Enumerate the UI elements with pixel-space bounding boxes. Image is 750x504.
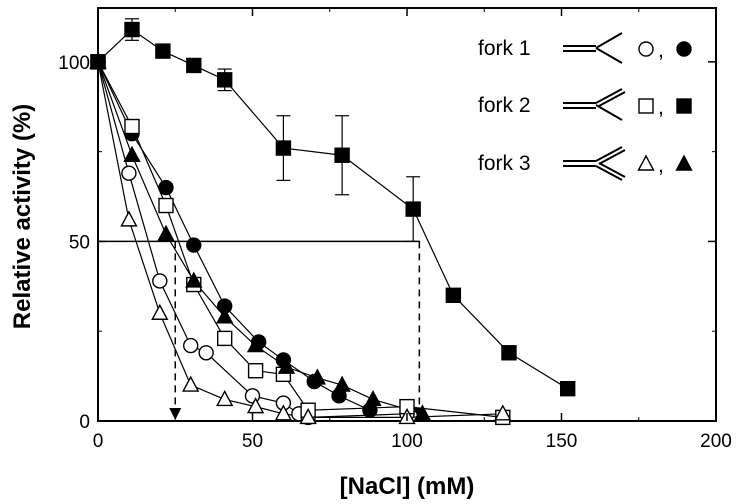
point-square-filled — [334, 147, 350, 163]
x-tick-label: 100 — [391, 431, 423, 452]
point-square-filled — [124, 21, 140, 38]
fork-arm-lower — [595, 47, 623, 64]
point-triangle-open — [151, 303, 169, 320]
point-triangle-filled — [277, 357, 296, 374]
legend-separator: , — [658, 39, 664, 62]
point-circle-open — [182, 337, 199, 354]
point-circle-filled — [158, 179, 174, 196]
point-circle-open — [198, 345, 214, 361]
point-triangle-filled — [308, 368, 327, 385]
point-square-open — [638, 98, 654, 114]
x-tick-label: 200 — [700, 431, 732, 452]
legend-label: fork 2 — [478, 94, 531, 117]
series-line — [97, 61, 503, 419]
point-circle-filled — [186, 237, 202, 253]
x-axis-title: [NaCl] (mM) — [340, 473, 475, 500]
fork-2-icon — [563, 88, 626, 121]
x-tick-label: 150 — [546, 431, 578, 452]
point-triangle-filled — [364, 389, 382, 407]
point-triangle-filled — [123, 145, 141, 162]
fork-arm-lower — [595, 165, 623, 181]
point-triangle-filled — [216, 307, 234, 324]
point-square-open — [216, 330, 233, 347]
point-triangle-open — [216, 389, 234, 407]
point-triangle-filled — [413, 404, 432, 421]
x-tick-label: 50 — [242, 431, 263, 452]
point-square-filled — [275, 140, 292, 156]
x-tick-label: 0 — [93, 431, 104, 452]
fork-1-icon — [563, 32, 623, 64]
point-circle-open — [152, 273, 168, 289]
point-square-filled — [501, 345, 517, 361]
legend-separator: , — [658, 96, 664, 119]
point-square-filled — [216, 72, 233, 88]
series-line — [97, 61, 423, 415]
point-square-filled — [155, 43, 171, 59]
point-triangle-filled — [246, 336, 265, 353]
point-circle-open — [121, 165, 137, 181]
legend-separator: , — [658, 154, 664, 177]
point-triangle-filled — [333, 375, 351, 392]
point-square-open — [124, 118, 140, 135]
series-line — [97, 61, 371, 411]
fork-arm-upper — [598, 149, 626, 165]
fork-arm-upper — [595, 32, 623, 49]
point-triangle-filled — [157, 224, 175, 241]
point-triangle-filled — [185, 271, 203, 288]
y-tick-label: 100 — [58, 53, 90, 74]
point-square-filled — [445, 287, 462, 304]
point-triangle-open — [299, 407, 317, 425]
point-square-filled — [559, 380, 576, 397]
y-tick-label: 50 — [69, 232, 90, 253]
point-triangle-open — [120, 210, 138, 227]
point-triangle-open — [494, 404, 512, 421]
y-tick-label: 0 — [79, 412, 90, 433]
point-triangle-open — [182, 375, 200, 392]
point-circle-filled — [676, 41, 692, 57]
point-square-filled — [186, 57, 202, 74]
fork-arm-lower — [598, 162, 626, 178]
point-square-filled — [405, 201, 421, 217]
point-circle-open — [638, 41, 654, 57]
legend-label: fork 1 — [478, 37, 531, 60]
point-triangle-filled — [89, 52, 107, 69]
fork-arm-upper — [595, 88, 623, 104]
point-triangle-open — [637, 154, 655, 171]
arrow-head — [169, 408, 182, 420]
point-triangle-open — [246, 397, 265, 414]
point-square-open — [247, 363, 264, 379]
fork-3-icon — [563, 146, 626, 181]
y-axis-title: Relative activity (%) — [9, 104, 36, 329]
legend-label: fork 3 — [478, 152, 531, 175]
point-triangle-open — [274, 404, 293, 421]
point-square-open — [158, 197, 174, 214]
series-line — [97, 61, 503, 419]
fork-arm-upper — [595, 146, 623, 162]
point-triangle-filled — [675, 154, 693, 171]
point-square-filled — [676, 98, 692, 114]
fork-arm-upper — [598, 91, 626, 107]
fork-arm-lower — [595, 104, 623, 121]
